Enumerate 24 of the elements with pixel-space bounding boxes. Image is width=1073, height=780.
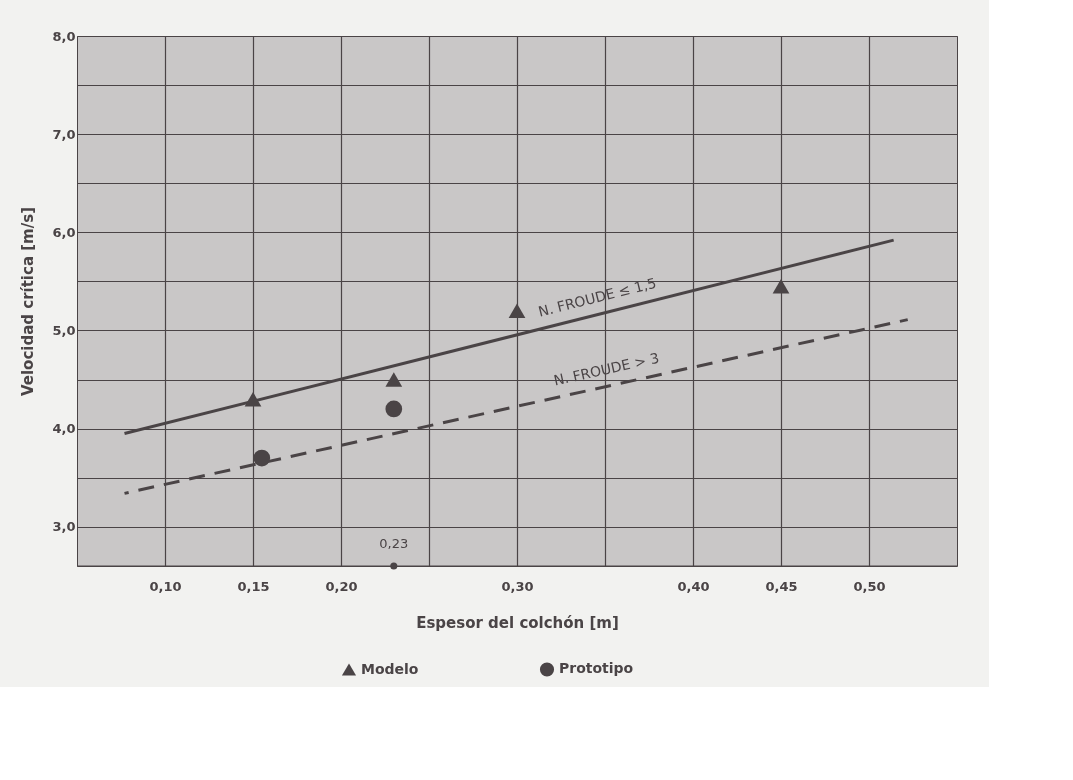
point <box>253 449 271 467</box>
y-tick-label: 5,0 <box>52 322 76 338</box>
y-tick-label: 7,0 <box>52 126 76 142</box>
point <box>385 372 403 387</box>
x-tick-label: 0,10 <box>149 578 182 594</box>
x-tick-label: 0,30 <box>501 578 534 594</box>
y-tick-label: 4,0 <box>52 421 76 437</box>
x-tick-label: 0,15 <box>237 578 270 594</box>
legend-label: Modelo <box>361 660 419 677</box>
y-tick-label: 3,0 <box>52 519 76 535</box>
x-tick-label: 0,45 <box>765 578 798 594</box>
y-tick-label: 6,0 <box>52 224 76 240</box>
x-axis-title: Espesor del colchón [m] <box>416 613 619 632</box>
legend-label: Prototipo <box>559 660 634 677</box>
point <box>772 279 790 294</box>
x-tick-label: 0,40 <box>677 578 710 594</box>
y-axis-title: Velocidad crítica [m/s] <box>19 207 38 396</box>
x-tick-label: 0,20 <box>325 578 358 594</box>
point <box>385 400 403 418</box>
point <box>508 303 526 319</box>
point <box>244 391 262 407</box>
y-tick-label: 8,0 <box>52 28 76 44</box>
annotation: 0,23 <box>379 536 409 551</box>
x-tick-label: 0,50 <box>853 578 886 594</box>
